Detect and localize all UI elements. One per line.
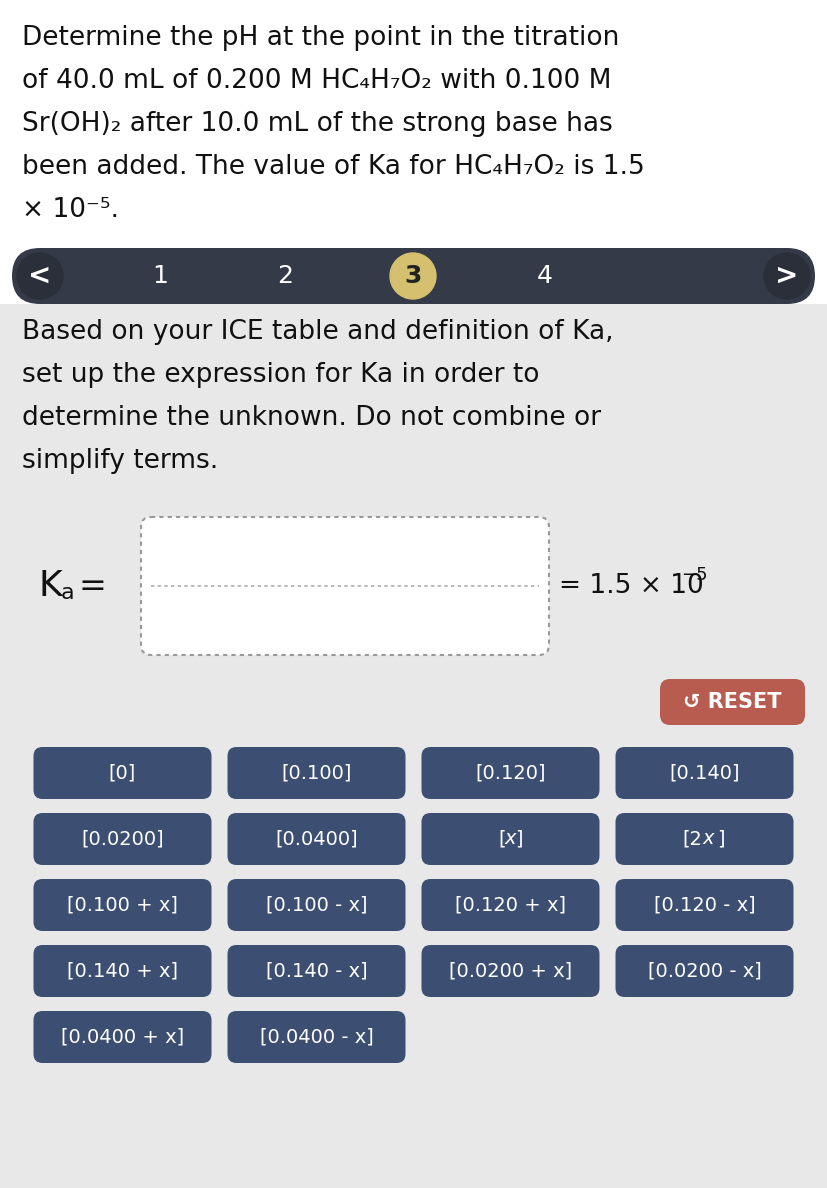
Text: [0.0200 + x]: [0.0200 + x] <box>449 961 572 980</box>
Text: [0.140]: [0.140] <box>669 764 739 783</box>
FancyBboxPatch shape <box>660 680 805 725</box>
Text: [0.100 - x]: [0.100 - x] <box>265 896 367 915</box>
FancyBboxPatch shape <box>227 747 405 800</box>
FancyBboxPatch shape <box>615 944 793 997</box>
Text: ↺ RESET: ↺ RESET <box>683 691 782 712</box>
Text: × 10⁻⁵.: × 10⁻⁵. <box>22 197 119 223</box>
Text: [0.0400 - x]: [0.0400 - x] <box>260 1028 373 1047</box>
FancyBboxPatch shape <box>34 944 212 997</box>
Text: 2: 2 <box>277 264 293 287</box>
Text: Determine the pH at the point in the titration: Determine the pH at the point in the tit… <box>22 25 619 51</box>
FancyBboxPatch shape <box>227 879 405 931</box>
Text: simplify terms.: simplify terms. <box>22 448 218 474</box>
Text: K: K <box>38 569 62 604</box>
Circle shape <box>764 253 810 299</box>
Text: [0.140 - x]: [0.140 - x] <box>265 961 367 980</box>
Text: x: x <box>504 829 516 848</box>
Text: >: > <box>776 263 799 290</box>
Text: ]: ] <box>717 829 724 848</box>
Text: [2: [2 <box>682 829 702 848</box>
Text: = 1.5 × 10: = 1.5 × 10 <box>559 573 704 599</box>
FancyBboxPatch shape <box>422 944 600 997</box>
FancyBboxPatch shape <box>12 248 815 304</box>
Text: [0.0200 - x]: [0.0200 - x] <box>648 961 762 980</box>
Circle shape <box>390 253 436 299</box>
FancyBboxPatch shape <box>34 747 212 800</box>
FancyBboxPatch shape <box>141 517 549 655</box>
Text: set up the expression for Ka in order to: set up the expression for Ka in order to <box>22 362 539 388</box>
FancyBboxPatch shape <box>227 1011 405 1063</box>
FancyBboxPatch shape <box>615 813 793 865</box>
Text: Sr(OH)₂ after 10.0 mL of the strong base has: Sr(OH)₂ after 10.0 mL of the strong base… <box>22 110 613 137</box>
FancyBboxPatch shape <box>422 813 600 865</box>
Text: [0.0400]: [0.0400] <box>275 829 358 848</box>
Text: been added. The value of Ka for HC₄H₇O₂ is 1.5: been added. The value of Ka for HC₄H₇O₂ … <box>22 154 645 181</box>
Text: [0.100 + x]: [0.100 + x] <box>67 896 178 915</box>
Text: [0.120 + x]: [0.120 + x] <box>455 896 566 915</box>
Text: [0.120 - x]: [0.120 - x] <box>653 896 755 915</box>
Text: of 40.0 mL of 0.200 M HC₄H₇O₂ with 0.100 M: of 40.0 mL of 0.200 M HC₄H₇O₂ with 0.100… <box>22 68 611 94</box>
Bar <box>0 304 827 1188</box>
Text: <: < <box>28 263 51 290</box>
FancyBboxPatch shape <box>34 879 212 931</box>
Text: =: = <box>78 569 106 602</box>
FancyBboxPatch shape <box>34 1011 212 1063</box>
Text: −5: −5 <box>681 565 708 584</box>
Text: x: x <box>703 829 715 848</box>
Text: Based on your ICE table and definition of Ka,: Based on your ICE table and definition o… <box>22 320 614 345</box>
Text: [: [ <box>499 829 506 848</box>
Text: a: a <box>61 583 74 604</box>
Text: [0]: [0] <box>109 764 136 783</box>
Text: [0.0200]: [0.0200] <box>81 829 164 848</box>
Text: [0.140 + x]: [0.140 + x] <box>67 961 178 980</box>
Text: [0.120]: [0.120] <box>476 764 546 783</box>
Text: 4: 4 <box>537 264 553 287</box>
Text: 3: 3 <box>404 264 422 287</box>
FancyBboxPatch shape <box>227 944 405 997</box>
FancyBboxPatch shape <box>615 879 793 931</box>
Text: determine the unknown. Do not combine or: determine the unknown. Do not combine or <box>22 405 601 431</box>
Text: [0.100]: [0.100] <box>281 764 351 783</box>
Text: ]: ] <box>514 829 522 848</box>
FancyBboxPatch shape <box>615 747 793 800</box>
FancyBboxPatch shape <box>422 879 600 931</box>
FancyBboxPatch shape <box>34 813 212 865</box>
Circle shape <box>17 253 63 299</box>
FancyBboxPatch shape <box>422 747 600 800</box>
FancyBboxPatch shape <box>227 813 405 865</box>
Text: [0.0400 + x]: [0.0400 + x] <box>61 1028 184 1047</box>
Text: 1: 1 <box>152 264 168 287</box>
